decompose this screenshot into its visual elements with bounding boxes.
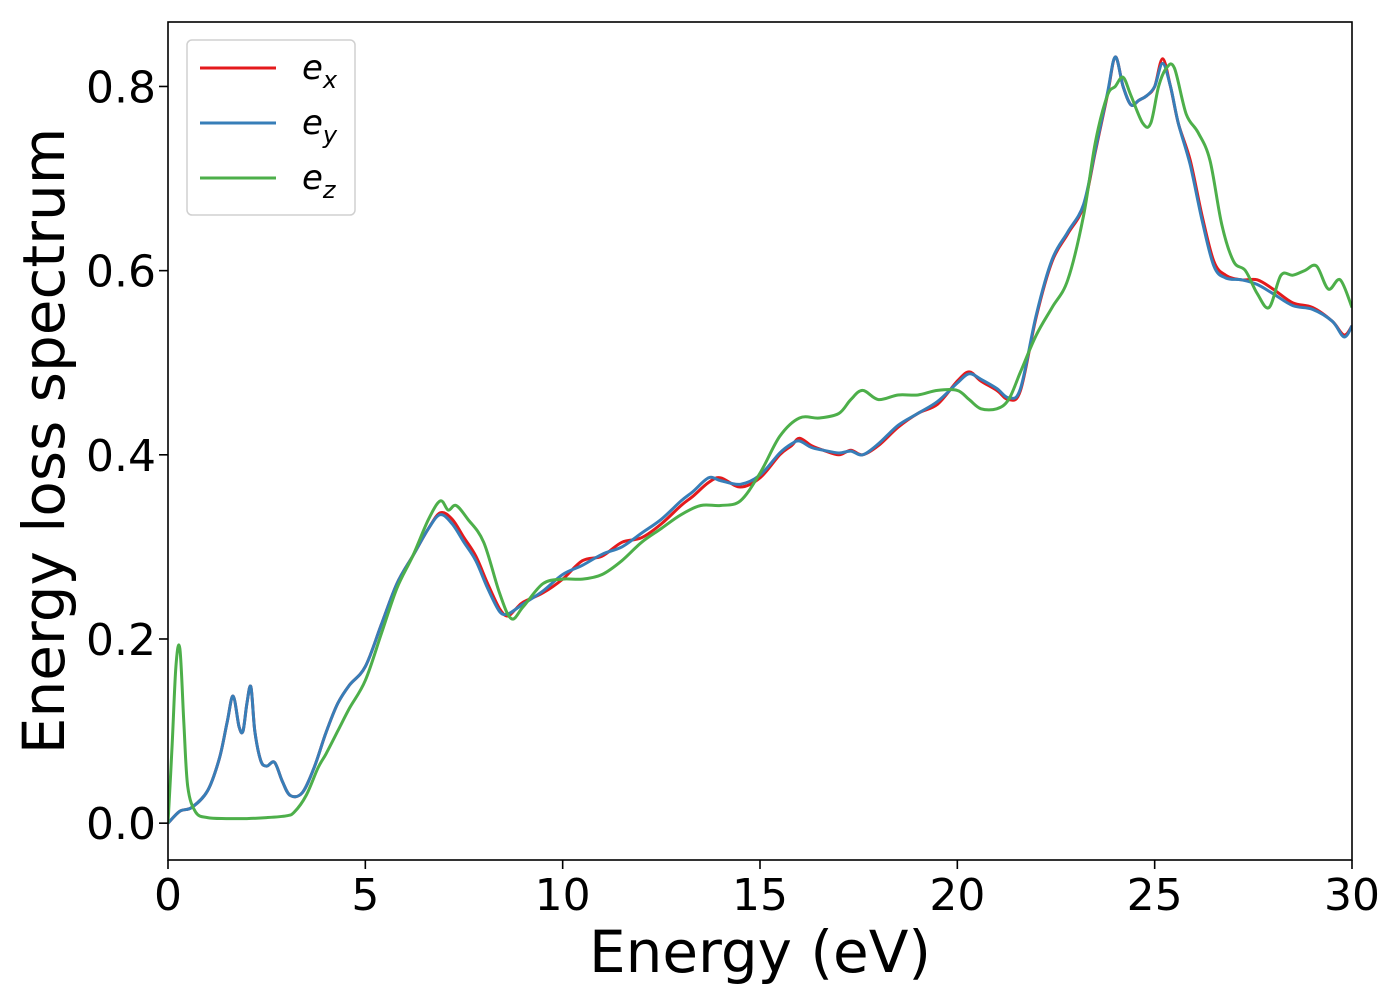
y-axis: 0.0 0.2 0.4 0.6 0.8 bbox=[86, 62, 168, 850]
series-line-z bbox=[168, 62, 1352, 824]
x-axis-label: Energy (eV) bbox=[589, 918, 931, 986]
x-tick-label: 30 bbox=[1324, 870, 1380, 921]
legend-label-y: ey bbox=[302, 103, 338, 149]
y-tick-label: 0.8 bbox=[86, 62, 156, 113]
legend-label-base: e bbox=[302, 158, 323, 198]
legend-label-base: e bbox=[302, 103, 323, 143]
legend-box bbox=[186, 39, 356, 216]
y-tick-label: 0.6 bbox=[86, 247, 156, 298]
legend-label-z: ez bbox=[302, 158, 337, 204]
y-tick-label: 0.4 bbox=[86, 431, 156, 482]
x-tick-label: 25 bbox=[1127, 870, 1183, 921]
legend-label-base: e bbox=[302, 48, 323, 88]
legend-label-subscript: z bbox=[322, 176, 337, 204]
y-tick-label: 0.2 bbox=[86, 615, 156, 666]
legend-label-subscript: x bbox=[322, 66, 338, 94]
x-tick-label: 15 bbox=[732, 870, 788, 921]
y-axis-label: Energy loss spectrum bbox=[10, 128, 78, 754]
x-axis: 0 5 10 15 20 25 30 bbox=[154, 860, 1380, 921]
series-line-y bbox=[168, 55, 1352, 825]
x-tick-label: 20 bbox=[929, 870, 985, 921]
y-tick-label: 0.0 bbox=[86, 799, 156, 850]
x-tick-label: 5 bbox=[351, 870, 379, 921]
x-tick-label: 0 bbox=[154, 870, 182, 921]
legend-label-subscript: y bbox=[322, 121, 338, 149]
legend-label-x: ex bbox=[302, 48, 338, 94]
x-tick-label: 10 bbox=[535, 870, 591, 921]
series-lines bbox=[168, 55, 1352, 825]
